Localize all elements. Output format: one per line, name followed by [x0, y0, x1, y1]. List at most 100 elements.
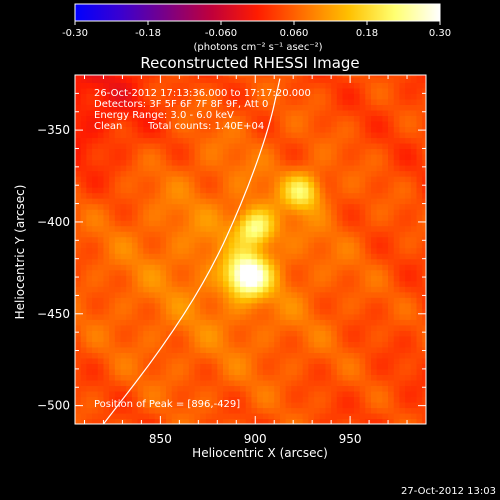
heatmap-cell — [222, 203, 230, 210]
heatmap-cell — [183, 131, 190, 139]
heatmap-cell — [80, 264, 87, 271]
heatmap-cell — [166, 87, 173, 94]
heatmap-cell — [365, 385, 372, 392]
heatmap-cell — [86, 335, 93, 342]
heatmap-cell — [353, 302, 361, 309]
heatmap-cell — [148, 363, 156, 370]
heatmap-cell — [211, 242, 218, 249]
heatmap-cell — [228, 242, 235, 249]
heatmap-cell — [296, 137, 304, 144]
heatmap-cell — [240, 76, 247, 83]
heatmap-cell — [359, 115, 366, 122]
heatmap-cell — [325, 319, 332, 326]
heatmap-cell — [365, 236, 372, 243]
heatmap-cell — [257, 319, 264, 326]
heatmap-cell — [109, 142, 116, 150]
heatmap-cell — [103, 126, 110, 133]
heatmap-cell — [353, 280, 361, 287]
heatmap-cell — [166, 390, 173, 398]
heatmap-cell — [399, 341, 406, 348]
heatmap-cell — [97, 407, 105, 414]
heatmap-cell — [177, 280, 184, 287]
heatmap-cell — [365, 341, 372, 348]
heatmap-cell — [257, 313, 264, 320]
heatmap-cell — [359, 269, 366, 276]
heatmap-cell — [234, 286, 241, 293]
heatmap-cell — [228, 319, 235, 326]
heatmap-cell — [308, 142, 315, 150]
heatmap-cell — [228, 126, 235, 133]
heatmap-cell — [205, 115, 213, 122]
heatmap-cell — [370, 302, 378, 309]
heatmap-cell — [234, 242, 241, 249]
heatmap-cell — [200, 104, 207, 111]
heatmap-cell — [342, 352, 349, 359]
heatmap-cell — [359, 214, 366, 221]
heatmap-cell — [222, 401, 230, 409]
heatmap-cell — [183, 165, 190, 172]
heatmap-cell — [143, 253, 150, 260]
heatmap-cell — [388, 115, 395, 122]
heatmap-cell — [245, 231, 253, 238]
heatmap-cell — [336, 93, 344, 100]
heatmap-cell — [399, 286, 406, 293]
heatmap-cell — [228, 75, 235, 78]
heatmap-cell — [268, 412, 275, 420]
heatmap-cell — [228, 313, 235, 320]
heatmap-cell — [234, 335, 241, 342]
heatmap-cell — [154, 82, 161, 89]
heatmap-cell — [399, 153, 406, 161]
heatmap-cell — [274, 82, 281, 89]
heatmap-cell — [137, 176, 144, 183]
heatmap-cell — [103, 390, 110, 398]
heatmap-cell — [245, 109, 253, 117]
heatmap-cell — [131, 418, 139, 424]
heatmap-cell — [103, 330, 110, 337]
heatmap-cell — [126, 379, 133, 387]
heatmap-cell — [257, 142, 264, 150]
heatmap-cell — [194, 203, 201, 210]
heatmap-cell — [86, 247, 93, 254]
heatmap-cell — [336, 170, 344, 177]
heatmap-cell — [257, 187, 264, 194]
heatmap-cell — [399, 385, 406, 392]
heatmap-cell — [92, 363, 99, 370]
heatmap-cell — [228, 401, 235, 409]
heatmap-cell — [348, 324, 355, 331]
heatmap-cell — [86, 148, 93, 155]
heatmap-cell — [92, 280, 99, 287]
heatmap-cell — [86, 379, 93, 387]
heatmap-cell — [257, 75, 264, 78]
heatmap-cell — [274, 220, 281, 227]
heatmap-cell — [279, 142, 287, 150]
heatmap-cell — [200, 120, 207, 128]
heatmap-cell — [188, 407, 196, 414]
heatmap-cell — [393, 126, 401, 133]
heatmap-cell — [291, 76, 298, 83]
colorbar-tick-label: -0.30 — [62, 28, 88, 39]
heatmap-cell — [143, 93, 150, 100]
heatmap-cell — [279, 341, 287, 348]
heatmap-cell — [166, 137, 173, 144]
heatmap-cell — [160, 374, 167, 381]
heatmap-cell — [103, 396, 110, 403]
heatmap-cell — [325, 418, 332, 424]
heatmap-cell — [296, 346, 304, 353]
heatmap-cell — [393, 176, 401, 183]
heatmap-cell — [245, 385, 253, 392]
heatmap-cell — [342, 269, 349, 276]
heatmap-cell — [331, 126, 338, 133]
heatmap-cell — [388, 137, 395, 144]
heatmap-cell — [92, 231, 99, 238]
heatmap-cell — [416, 324, 423, 331]
heatmap-cell — [314, 153, 321, 161]
heatmap-cell — [388, 176, 395, 183]
heatmap-cell — [194, 335, 201, 342]
heatmap-cell — [336, 203, 344, 210]
heatmap-cell — [137, 319, 144, 326]
heatmap-cell — [336, 131, 344, 139]
heatmap-cell — [410, 220, 418, 227]
heatmap-cell — [205, 297, 213, 304]
heatmap-cell — [97, 418, 105, 424]
heatmap-cell — [302, 264, 309, 271]
